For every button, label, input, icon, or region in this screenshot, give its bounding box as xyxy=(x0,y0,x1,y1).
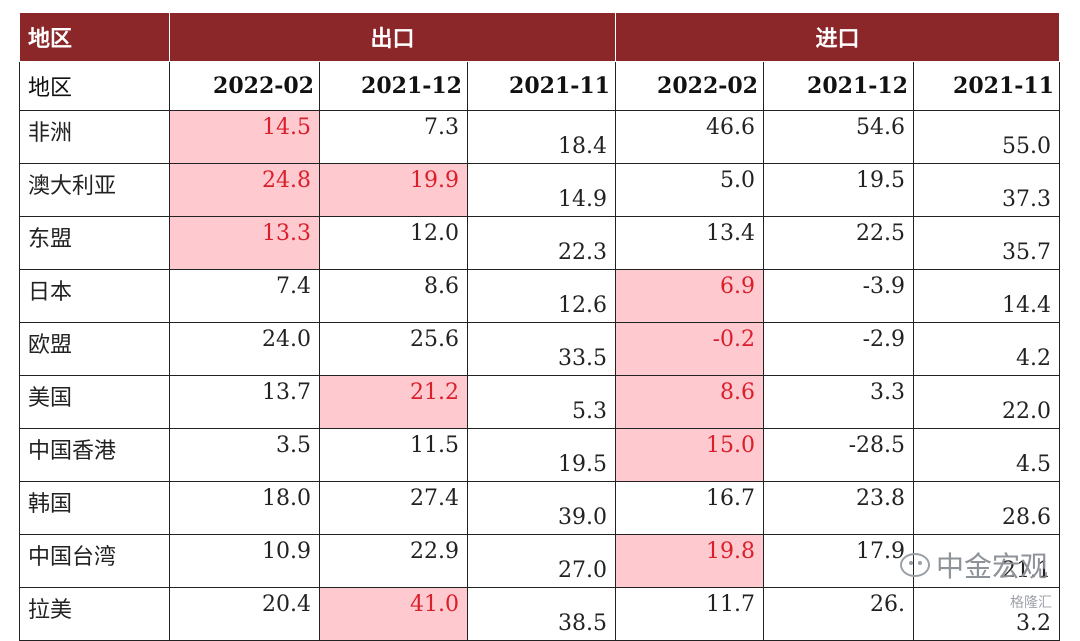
import-value-cell: 19.8 xyxy=(615,534,764,588)
export-value-cell: 19.5 xyxy=(467,428,616,482)
region-group-header: 地区 xyxy=(19,12,170,62)
export-value-cell: 38.5 xyxy=(467,587,616,641)
table-row: 中国台湾 10.9 22.9 27.0 19.8 17.9 21.1 xyxy=(19,534,1060,588)
export-value-cell: 33.5 xyxy=(467,322,616,376)
export-value-cell: 13.7 xyxy=(169,375,320,429)
table-row: 澳大利亚 24.8 19.9 14.9 5.0 19.5 37.3 xyxy=(19,163,1060,217)
region-cell: 拉美 xyxy=(19,587,170,641)
export-value-cell: 11.5 xyxy=(319,428,468,482)
import-value-cell: 19.5 xyxy=(763,163,914,217)
import-value-cell: 22.0 xyxy=(913,375,1060,429)
import-value-cell: 37.3 xyxy=(913,163,1060,217)
import-value-cell: -3.9 xyxy=(763,269,914,323)
region-cell: 非洲 xyxy=(19,110,170,164)
import-value-cell: 23.8 xyxy=(763,481,914,535)
export-value-cell: 7.3 xyxy=(319,110,468,164)
region-cell: 中国台湾 xyxy=(19,534,170,588)
import-value-cell: 21.1 xyxy=(913,534,1060,588)
export-value-cell: 22.9 xyxy=(319,534,468,588)
import-value-cell: 11.7 xyxy=(615,587,764,641)
import-value-cell: 13.4 xyxy=(615,216,764,270)
export-value-cell: 27.4 xyxy=(319,481,468,535)
import-value-cell: 28.6 xyxy=(913,481,1060,535)
import-group-header: 进口 xyxy=(615,12,1060,62)
group-header-row: 地区 出口 进口 xyxy=(19,12,1060,62)
wechat-icon xyxy=(900,553,930,577)
table-row: 美国 13.7 21.2 5.3 8.6 3.3 22.0 xyxy=(19,375,1060,429)
export-value-cell: 12.0 xyxy=(319,216,468,270)
table-row: 欧盟 24.0 25.6 33.5 -0.2 -2.9 4.2 xyxy=(19,322,1060,376)
export-value-cell: 18.0 xyxy=(169,481,320,535)
export-value-cell: 27.0 xyxy=(467,534,616,588)
export-value-cell: 12.6 xyxy=(467,269,616,323)
table-row: 东盟 13.3 12.0 22.3 13.4 22.5 35.7 xyxy=(19,216,1060,270)
import-value-cell: 4.2 xyxy=(913,322,1060,376)
import-value-cell: 22.5 xyxy=(763,216,914,270)
watermark-sub: 格隆汇 xyxy=(1010,595,1052,611)
import-column-header: 2022-02 xyxy=(615,61,764,111)
export-value-cell: 10.9 xyxy=(169,534,320,588)
export-value-cell: 18.4 xyxy=(467,110,616,164)
import-value-cell: 35.7 xyxy=(913,216,1060,270)
export-value-cell: 25.6 xyxy=(319,322,468,376)
watermark-text: 中金宏观 xyxy=(936,550,1049,583)
export-value-cell: 5.3 xyxy=(467,375,616,429)
export-value-cell: 22.3 xyxy=(467,216,616,270)
export-value-cell: 41.0 xyxy=(319,587,468,641)
import-value-cell: 26. xyxy=(763,587,914,641)
region-cell: 欧盟 xyxy=(19,322,170,376)
export-value-cell: 7.4 xyxy=(169,269,320,323)
import-value-cell: 5.0 xyxy=(615,163,764,217)
table-row: 非洲 14.5 7.3 18.4 46.6 54.6 55.0 xyxy=(19,110,1060,164)
watermark: 中金宏观 xyxy=(900,545,1048,585)
export-group-header: 出口 xyxy=(169,12,616,62)
import-value-cell: 6.9 xyxy=(615,269,764,323)
export-value-cell: 8.6 xyxy=(319,269,468,323)
import-value-cell: 46.6 xyxy=(615,110,764,164)
export-value-cell: 20.4 xyxy=(169,587,320,641)
export-value-cell: 14.9 xyxy=(467,163,616,217)
region-cell: 澳大利亚 xyxy=(19,163,170,217)
import-value-cell: 15.0 xyxy=(615,428,764,482)
export-value-cell: 24.8 xyxy=(169,163,320,217)
import-value-cell: -0.2 xyxy=(615,322,764,376)
import-value-cell: 55.0 xyxy=(913,110,1060,164)
export-column-header: 2022-02 xyxy=(169,61,320,111)
import-value-cell: 54.6 xyxy=(763,110,914,164)
export-value-cell: 13.3 xyxy=(169,216,320,270)
import-column-header: 2021-11 xyxy=(913,61,1060,111)
export-column-header: 2021-12 xyxy=(319,61,468,111)
import-value-cell: 17.9 xyxy=(763,534,914,588)
region-cell: 韩国 xyxy=(19,481,170,535)
export-value-cell: 39.0 xyxy=(467,481,616,535)
table-row: 日本 7.4 8.6 12.6 6.9 -3.9 14.4 xyxy=(19,269,1060,323)
export-value-cell: 24.0 xyxy=(169,322,320,376)
export-column-header: 2021-11 xyxy=(467,61,616,111)
export-value-cell: 14.5 xyxy=(169,110,320,164)
region-column-header: 地区 xyxy=(19,61,170,111)
table-row: 韩国 18.0 27.4 39.0 16.7 23.8 28.6 xyxy=(19,481,1060,535)
import-value-cell: 4.5 xyxy=(913,428,1060,482)
import-value-cell: -2.9 xyxy=(763,322,914,376)
import-value-cell: -28.5 xyxy=(763,428,914,482)
export-value-cell: 21.2 xyxy=(319,375,468,429)
region-cell: 日本 xyxy=(19,269,170,323)
export-value-cell: 19.9 xyxy=(319,163,468,217)
import-value-cell: 3.3 xyxy=(763,375,914,429)
table-row: 拉美 20.4 41.0 38.5 11.7 26. 3.2 xyxy=(19,587,1060,641)
import-value-cell: 14.4 xyxy=(913,269,1060,323)
region-cell: 美国 xyxy=(19,375,170,429)
export-value-cell: 3.5 xyxy=(169,428,320,482)
import-value-cell: 16.7 xyxy=(615,481,764,535)
region-cell: 东盟 xyxy=(19,216,170,270)
import-value-cell: 8.6 xyxy=(615,375,764,429)
table-row: 中国香港 3.5 11.5 19.5 15.0 -28.5 4.5 xyxy=(19,428,1060,482)
region-cell: 中国香港 xyxy=(19,428,170,482)
import-column-header: 2021-12 xyxy=(763,61,914,111)
column-header-row: 地区 2022-02 2021-12 2021-11 2022-02 2021-… xyxy=(19,61,1060,111)
